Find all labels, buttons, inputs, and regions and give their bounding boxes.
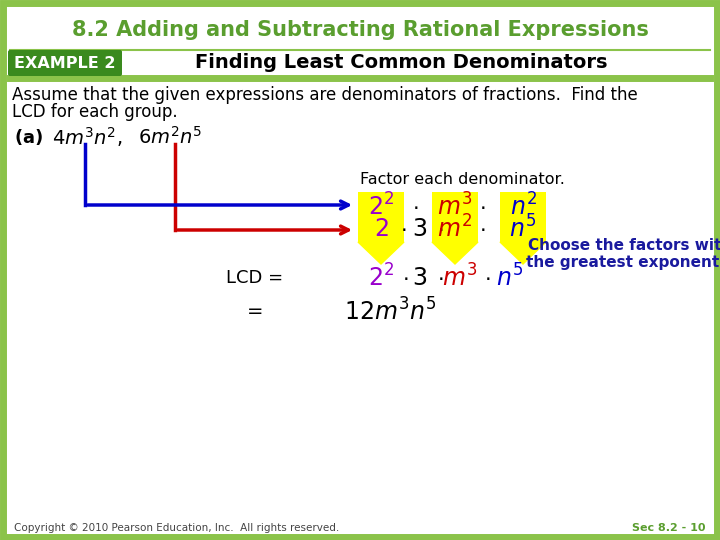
Text: $\cdot$: $\cdot$ — [437, 268, 444, 288]
Text: $\cdot$: $\cdot$ — [412, 197, 418, 217]
Polygon shape — [358, 242, 404, 264]
Text: 8.2 Adding and Subtracting Rational Expressions: 8.2 Adding and Subtracting Rational Expr… — [71, 20, 649, 40]
Text: LCD for each group.: LCD for each group. — [12, 103, 178, 121]
Polygon shape — [500, 242, 546, 264]
FancyBboxPatch shape — [432, 192, 478, 242]
Text: Sec 8.2 - 10: Sec 8.2 - 10 — [632, 523, 706, 533]
Text: $\cdot$: $\cdot$ — [479, 197, 485, 217]
Text: $m^3$: $m^3$ — [437, 193, 472, 221]
Polygon shape — [432, 242, 478, 264]
Text: $4m^3n^2,$: $4m^3n^2,$ — [52, 125, 122, 149]
Text: LCD =: LCD = — [226, 269, 284, 287]
Text: $n^5$: $n^5$ — [497, 265, 523, 292]
Text: Copyright © 2010 Pearson Education, Inc.  All rights reserved.: Copyright © 2010 Pearson Education, Inc.… — [14, 523, 339, 533]
Text: $2^2$: $2^2$ — [368, 265, 394, 292]
Text: Choose the factors with: Choose the factors with — [528, 238, 720, 253]
Text: =: = — [247, 302, 264, 321]
FancyBboxPatch shape — [500, 192, 546, 242]
Text: $\mathbf{(a)}$: $\mathbf{(a)}$ — [14, 127, 43, 147]
Text: the greatest exponents.: the greatest exponents. — [526, 254, 720, 269]
Text: Assume that the given expressions are denominators of fractions.  Find the: Assume that the given expressions are de… — [12, 86, 638, 104]
Text: EXAMPLE 2: EXAMPLE 2 — [14, 56, 116, 71]
Text: $n^2$: $n^2$ — [510, 193, 536, 221]
Text: $2^2$: $2^2$ — [368, 193, 394, 221]
Text: $\cdot$: $\cdot$ — [437, 219, 444, 239]
Text: $2$: $2$ — [374, 217, 388, 241]
Text: $12m^3n^5$: $12m^3n^5$ — [343, 299, 436, 326]
Text: $3$: $3$ — [413, 217, 428, 241]
Text: $n^5$: $n^5$ — [510, 215, 536, 242]
Text: $\cdot$: $\cdot$ — [400, 219, 406, 239]
Text: Factor each denominator.: Factor each denominator. — [360, 172, 565, 187]
Text: $m^3$: $m^3$ — [442, 265, 477, 292]
Text: $6m^2n^5$: $6m^2n^5$ — [138, 126, 202, 148]
FancyBboxPatch shape — [358, 192, 404, 242]
FancyBboxPatch shape — [8, 50, 122, 76]
Text: $m^2$: $m^2$ — [438, 215, 472, 242]
Text: $3$: $3$ — [413, 266, 428, 290]
Text: Finding Least Common Denominators: Finding Least Common Denominators — [195, 53, 608, 72]
FancyBboxPatch shape — [3, 3, 717, 537]
Text: $\cdot$: $\cdot$ — [484, 268, 490, 288]
Text: $\cdot$: $\cdot$ — [479, 219, 485, 239]
Text: $\cdot$: $\cdot$ — [402, 268, 408, 288]
